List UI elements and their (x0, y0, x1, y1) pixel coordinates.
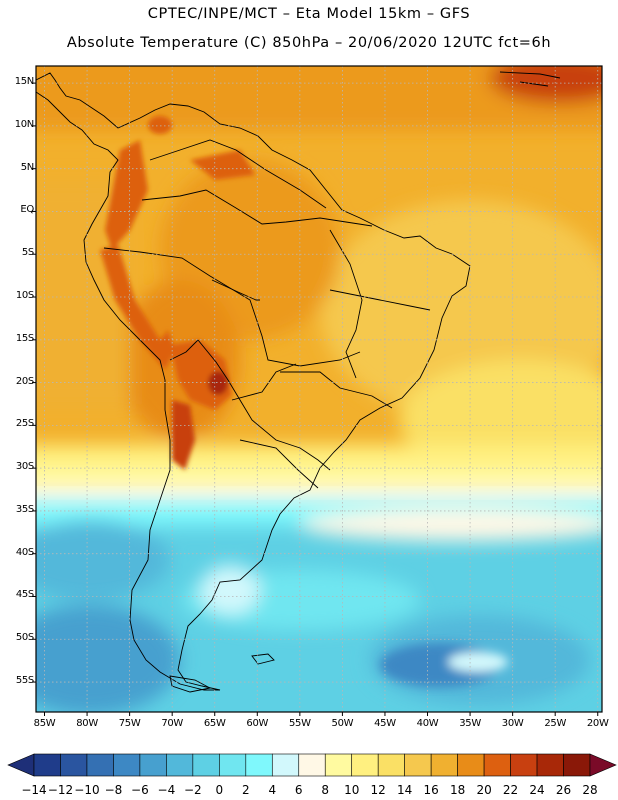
lon-label: 75W (118, 718, 141, 729)
colorbar-swatch (86, 753, 114, 777)
colorbar-label: −12 (47, 783, 74, 797)
chart-title-line2: Absolute Temperature (C) 850hPa – 20/06/… (66, 35, 552, 51)
colorbar-label: −2 (183, 783, 202, 797)
colorbar-label: 6 (294, 783, 303, 797)
lon-label: 40W (416, 718, 439, 729)
colorbar-label: 16 (423, 783, 439, 797)
lon-label: 35W (459, 718, 481, 729)
colorbar-swatch (60, 753, 88, 777)
lon-label: 45W (374, 718, 396, 729)
lat-label: 35S (15, 503, 34, 515)
colorbar-swatch (457, 753, 485, 777)
axis-ticks (32, 82, 599, 716)
colorbar-high-arrow (589, 753, 617, 777)
lat-label: 45S (15, 589, 34, 601)
lat-label: 10S (15, 290, 34, 302)
colorbar-swatch (404, 753, 432, 777)
chart-title-line1: CPTEC/INPE/MCT – Eta Model 15km – GFS (147, 6, 471, 22)
temperature-field (36, 66, 602, 712)
colorbar-swatch (377, 753, 405, 777)
lat-label: 20S (15, 375, 34, 387)
lat-label: 30S (15, 461, 34, 473)
lon-label: 85W (33, 718, 56, 729)
colorbar-label: 26 (555, 783, 572, 797)
colorbar-label: 28 (582, 783, 598, 797)
coastline-outline (36, 71, 561, 693)
lon-label: 60W (246, 718, 269, 729)
colorbar-label: −4 (157, 783, 176, 797)
colorbar-swatch (510, 753, 538, 777)
colorbar-label: 18 (449, 783, 466, 797)
colorbar-swatch (324, 753, 353, 777)
colorbar-swatch (483, 753, 511, 777)
lon-label: 70W (161, 718, 184, 729)
colorbar-swatch (166, 753, 194, 777)
colorbar-swatch (192, 753, 220, 777)
map-frame (35, 65, 603, 713)
lon-label: 80W (76, 718, 98, 729)
colorbar-label: 0 (215, 783, 224, 797)
colorbar-label: 8 (321, 783, 330, 797)
colorbar-label: 24 (529, 783, 545, 797)
colorbar-label: 2 (241, 783, 250, 797)
lat-label: 40S (15, 546, 34, 558)
lon-label: 50W (331, 718, 354, 729)
colorbar-swatch (33, 753, 61, 777)
lat-label: EQ (20, 204, 34, 216)
lat-label: 15N (14, 76, 35, 88)
colorbar-label: 22 (502, 783, 519, 797)
colorbar-low-arrow (7, 753, 35, 777)
lat-label: 25S (15, 418, 34, 430)
colorbar-swatch (113, 753, 141, 777)
colorbar-label: 4 (268, 783, 277, 797)
colorbar-label: 20 (476, 783, 492, 797)
colorbar-label: 10 (344, 783, 360, 797)
colorbar-label: 14 (397, 783, 413, 797)
colorbar-label: −6 (131, 783, 149, 797)
lat-label: 55S (15, 675, 34, 687)
lon-label: 55W (288, 718, 311, 729)
colorbar-label: −10 (74, 783, 100, 797)
colorbar-swatch (430, 753, 458, 777)
color-scale-bar (7, 753, 617, 777)
colorbar-swatch (351, 753, 379, 777)
colorbar-swatch (271, 753, 300, 777)
lat-label: 50S (15, 632, 34, 644)
lon-label: 25W (544, 718, 567, 729)
lon-label: 20W (586, 718, 609, 729)
colorbar-label: −8 (104, 783, 123, 797)
colorbar-label: 12 (370, 783, 386, 797)
colorbar-swatch (219, 753, 247, 777)
colorbar-swatch (563, 753, 591, 777)
lon-label: 65W (203, 718, 226, 729)
lat-label: 10N (14, 118, 35, 130)
colorbar-swatch (245, 753, 273, 777)
lat-label: 5N (20, 161, 35, 173)
lat-label: 15S (15, 332, 34, 344)
lat-label: 5S (21, 247, 34, 259)
colorbar-swatch (536, 753, 564, 777)
lon-label: 30W (501, 718, 524, 729)
colorbar-swatch (298, 753, 326, 777)
colorbar-label: −14 (21, 783, 47, 797)
colorbar-swatch (139, 753, 167, 777)
